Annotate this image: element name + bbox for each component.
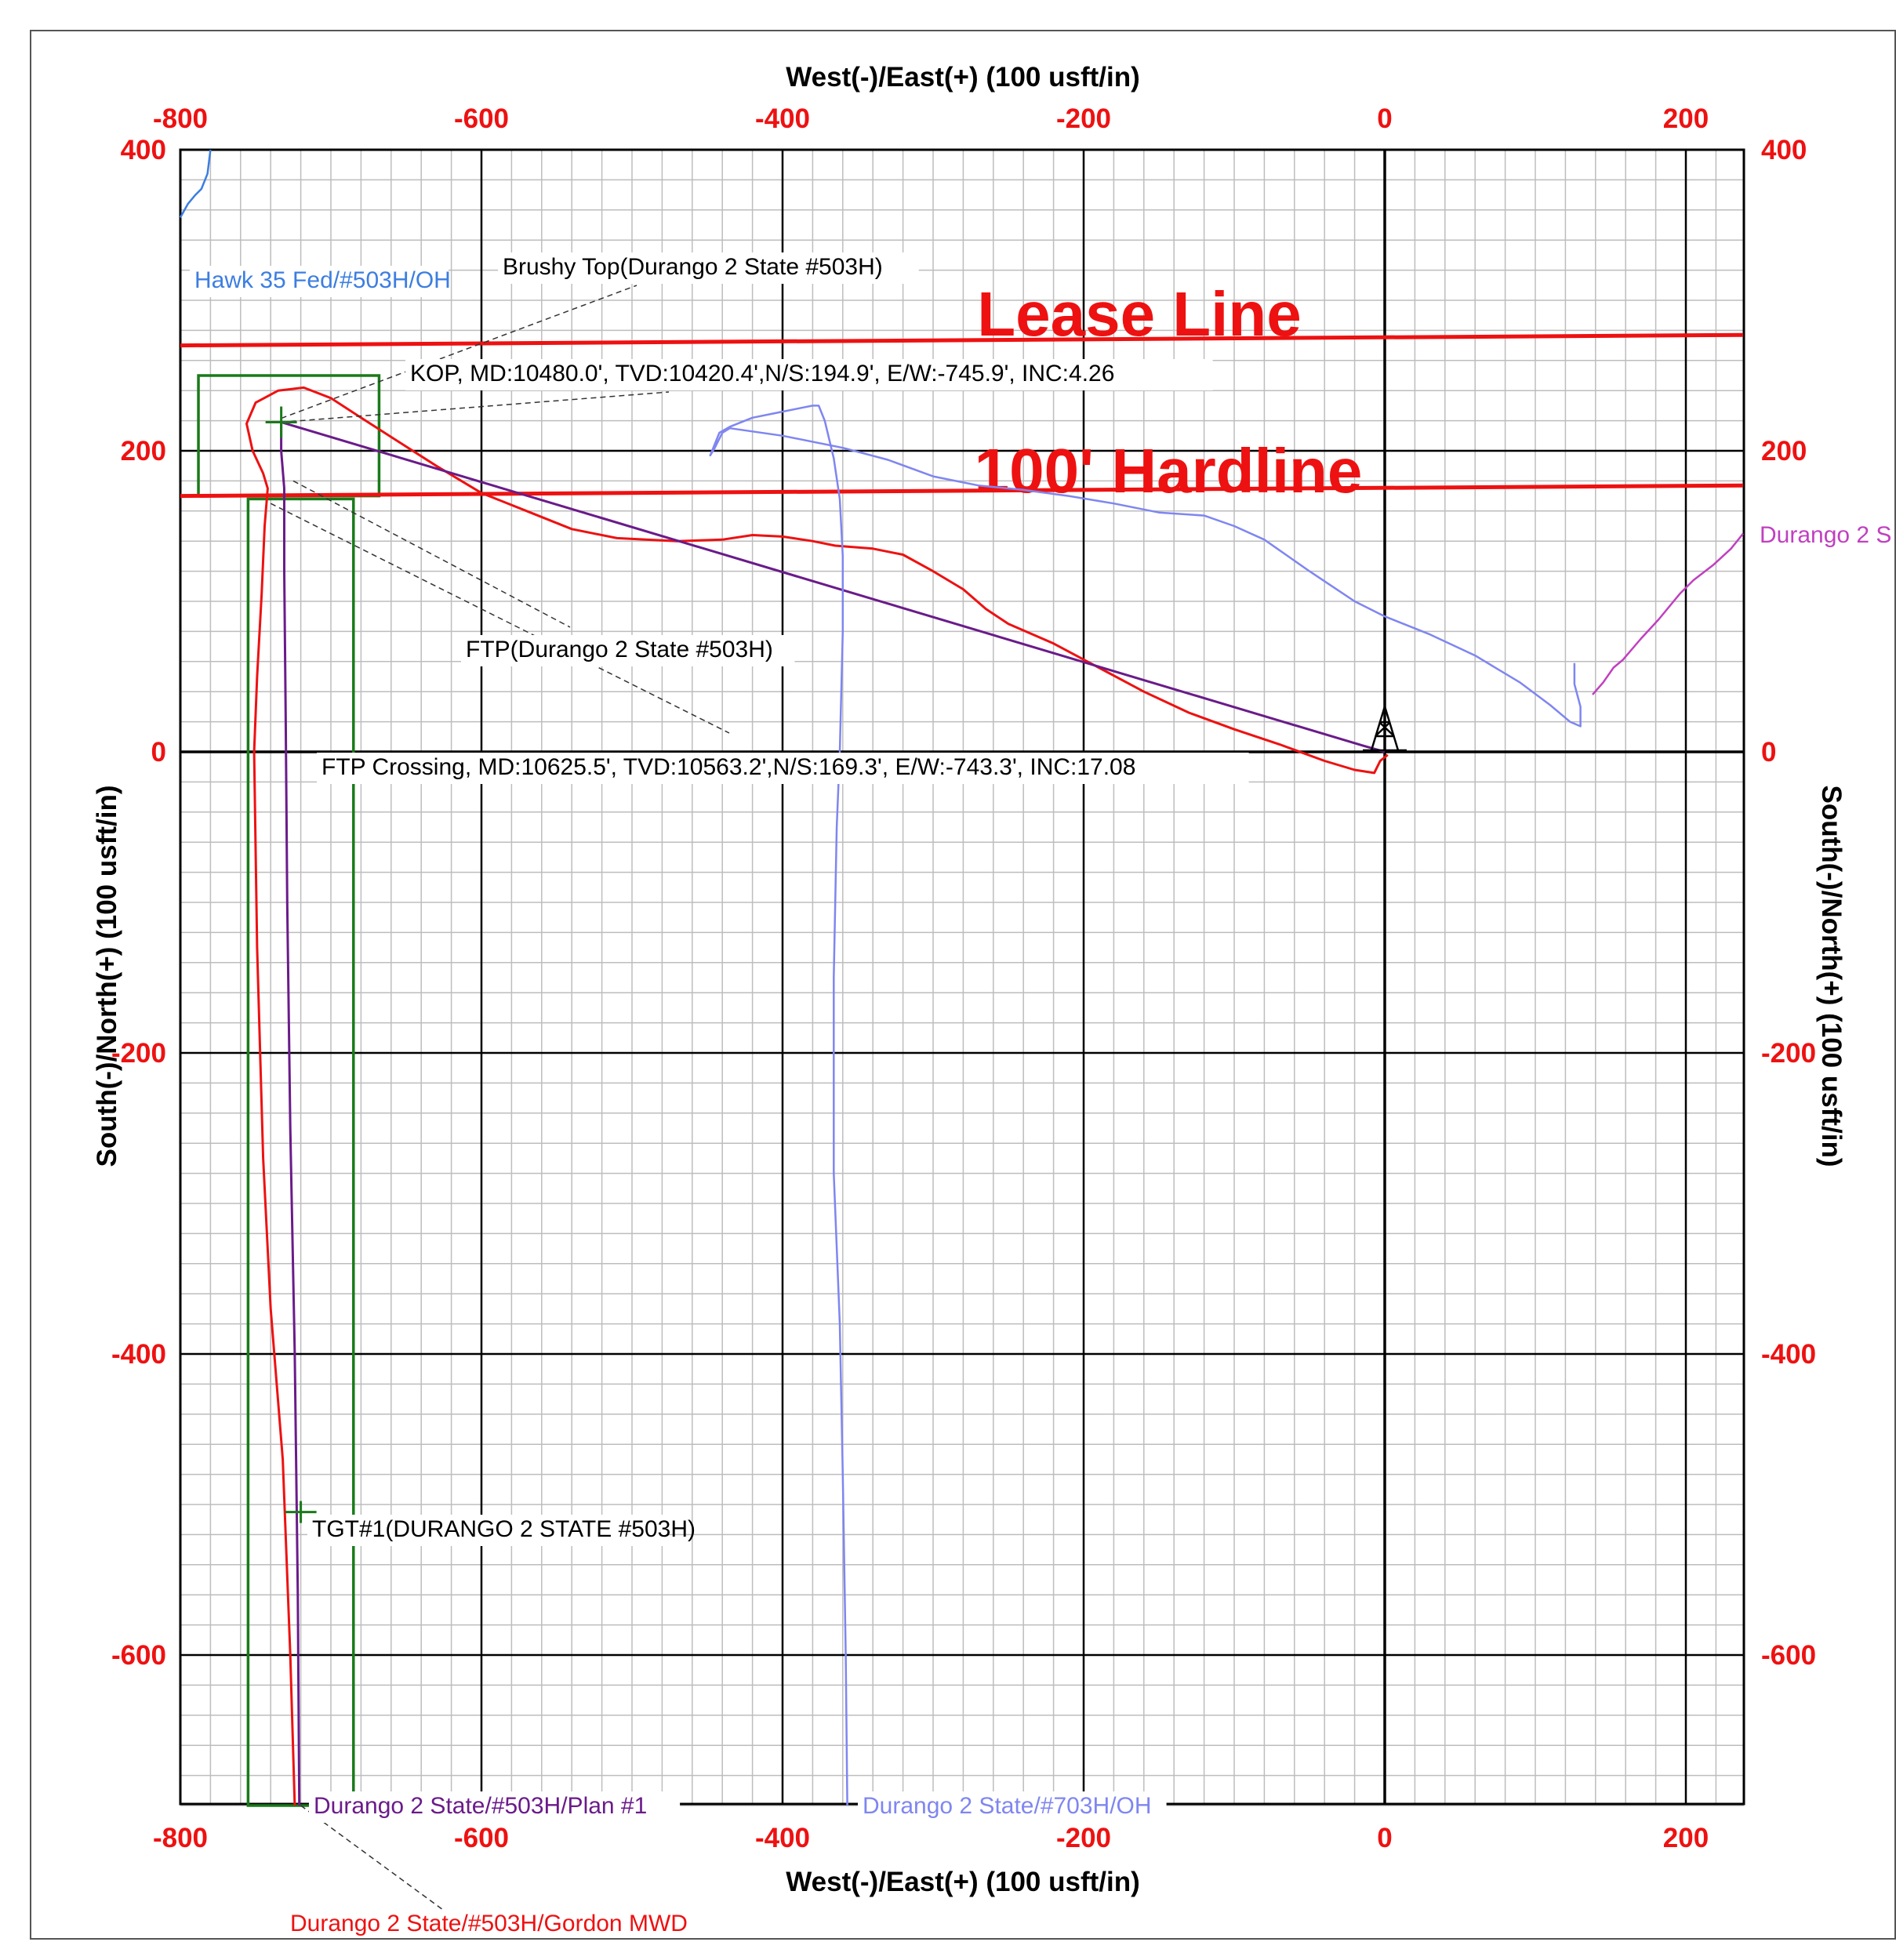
lease-line [180,332,1744,348]
annotation-kop: KOP, MD:10480.0', TVD:10420.4',N/S:194.9… [410,361,1114,387]
tick-labels: -800 -800 -600 -600 -400 -400 -200 -200 0 0 200 200… [111,103,1816,1853]
plot-area-border [179,148,1745,1806]
y-tick-label-right: 200 [1761,436,1807,466]
annotation-tgt-1: TGT#1(DURANGO 2 STATE #503H) [312,1516,696,1542]
label-durango-2-s: Durango 2 S [1760,522,1891,548]
annotation-ftp-crossing-bg [317,753,1249,784]
y-tick-label-left: 400 [121,135,166,165]
zero-axes [180,150,1744,1804]
y-axis-title-right: South(-)/North(+) (100 usft/in) [1816,785,1847,1167]
x-tick-label-top: -600 [454,103,509,134]
well-paths [179,149,1744,1806]
chart-frame [30,30,1896,1940]
x-tick-label-top: 200 [1663,103,1709,134]
label-gordon-mwd: Durango 2 State/#503H/Gordon MWD [290,1911,688,1936]
label-703h-oh: Durango 2 State/#703H/OH [863,1793,1152,1819]
hardline-box [197,374,381,498]
y-tick-label-left: -200 [111,1038,166,1069]
lease-line-label: Lease Line [977,279,1302,349]
label-hawk-35-bg [190,266,449,297]
x-tick-label-top: -200 [1056,103,1111,134]
y-tick-label-right: 400 [1761,135,1807,165]
markers [265,406,1407,1523]
annotation-kop-bg [405,359,1213,390]
leader-line-5 [300,1805,444,1911]
rig-icon [1363,702,1407,752]
label-703h-oh-bg [858,1791,1167,1823]
x-tick-label-bottom: -600 [454,1823,509,1853]
annotation-ftp-bg [461,635,795,666]
y-tick-label-right: -400 [1761,1339,1816,1370]
y-tick-label-left: -400 [111,1339,166,1370]
leader-line-1 [281,285,637,419]
series-703h-oh [709,405,1582,1806]
hardline-line-label: 100' Hardline [975,436,1363,506]
series-plan-1 [280,421,1386,1806]
x-tick-label-bottom: -800 [153,1823,208,1853]
reference-lines: Lease Line 100' Hardline [180,279,1744,506]
lease-box [246,497,355,1807]
hardline-line [180,483,1744,499]
leader-line-2 [281,391,670,423]
x-tick-label-bottom: 0 [1377,1823,1392,1853]
label-plan-1: Durango 2 State/#503H/Plan #1 [314,1793,647,1819]
y-tick-label-right: -200 [1761,1038,1816,1069]
x-tick-label-top: -400 [755,103,810,134]
y-tick-label-left: 0 [151,737,166,768]
annotations: Brushy Top(Durango 2 State #503H) KOP, MD… [190,252,1891,1936]
x-axis-title-bottom: West(-)/East(+) (100 usft/in) [786,1867,1140,1897]
annotation-ftp: FTP(Durango 2 State #503H) [466,637,773,662]
leader-line-3 [292,480,571,628]
minor-grid [180,149,1744,1806]
label-plan-1-bg [309,1791,681,1823]
series-gordon-mwd [245,386,1389,1806]
annotation-brushy-top-bg [498,252,919,284]
label-hawk-35: Hawk 35 Fed/#503H/OH [194,267,451,293]
y-tick-label-right: -600 [1761,1640,1816,1671]
x-tick-label-bottom: 200 [1663,1823,1709,1853]
y-tick-label-left: -600 [111,1640,166,1671]
y-axis-title-left: South(-)/North(+) (100 usft/in) [92,785,122,1167]
x-axis-title-top: West(-)/East(+) (100 usft/in) [786,62,1140,93]
annotation-tgt-1-bg [307,1515,667,1546]
y-tick-label-left: 200 [121,436,166,466]
series-durango-2-s [1592,532,1744,695]
x-tick-label-top: 0 [1377,103,1392,134]
y-tick-label-right: 0 [1761,737,1776,768]
annotation-leaders [270,285,730,1911]
annotation-ftp-crossing: FTP Crossing, MD:10625.5', TVD:10563.2',… [321,754,1135,780]
axis-titles: West(-)/East(+) (100 usft/in) West(-)/Eas… [92,62,1847,1897]
annotation-brushy-top: Brushy Top(Durango 2 State #503H) [503,254,883,280]
x-tick-label-bottom: -200 [1056,1823,1111,1853]
leader-line-4 [270,503,730,734]
x-tick-label-top: -800 [153,103,208,134]
x-tick-label-bottom: -400 [755,1823,810,1853]
series-hawk-35 [179,149,212,219]
major-grid [179,148,1744,1804]
